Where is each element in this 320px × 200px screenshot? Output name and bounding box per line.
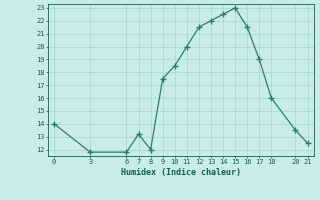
X-axis label: Humidex (Indice chaleur): Humidex (Indice chaleur) bbox=[121, 168, 241, 177]
